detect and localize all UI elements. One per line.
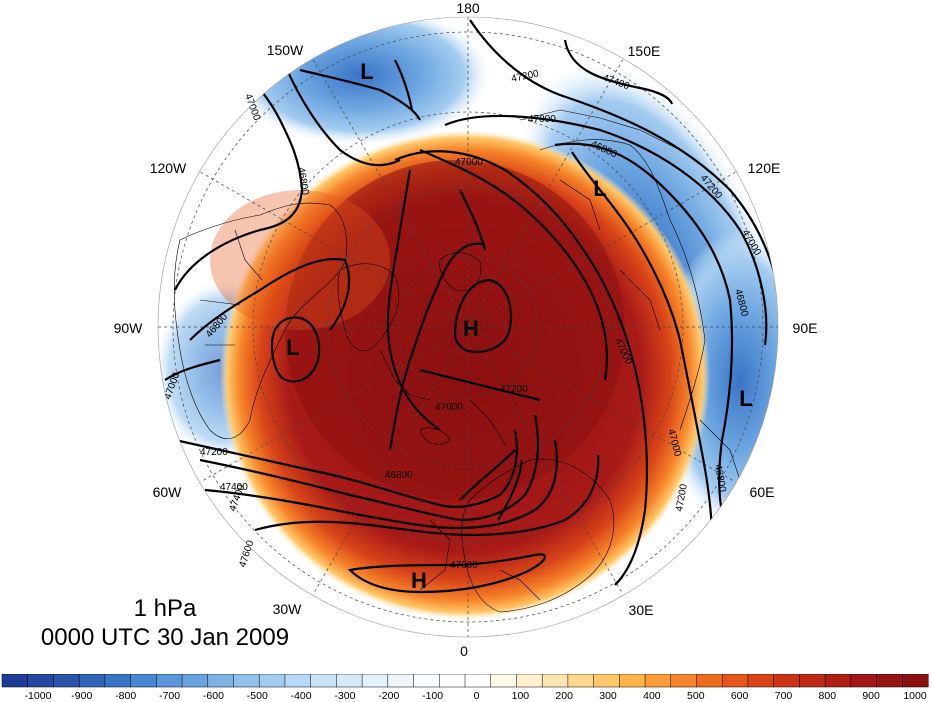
contour-label: 47000: [455, 157, 483, 168]
colorbar-cell: [541, 674, 569, 688]
colorbar-tick-labels: -1000 -900 -800 -700 -600 -500 -400 -300 -200 -10…: [25, 690, 927, 702]
colorbar-cell: [902, 674, 929, 688]
contour-label: 47200: [500, 384, 528, 395]
colorbar-tick-label: -600: [203, 690, 224, 702]
longitude-label-120e: 120E: [748, 160, 781, 176]
contour-label: 46800: [712, 464, 728, 494]
negative-area-central-asia: [660, 230, 778, 530]
longitude-label-60w: 60W: [153, 484, 183, 500]
longitude-label-60e: 60E: [750, 484, 775, 500]
colorbar-tick-label: 300: [599, 690, 617, 702]
colorbar-tick-label: 200: [555, 690, 573, 702]
colorbar-cells: [1, 674, 929, 688]
contour-label: 46800: [295, 167, 311, 197]
colorbar-cell: [721, 674, 749, 688]
colorbar-tick-label: 800: [819, 690, 837, 702]
contour-label: 47600: [237, 539, 256, 569]
colorbar-cell: [747, 674, 775, 688]
colorbar-tick-label: -300: [334, 690, 355, 702]
colorbar-cell: [336, 674, 363, 688]
graticule: [158, 17, 778, 637]
longitude-label-30w: 30W: [273, 601, 303, 617]
colorbar-cell: [490, 674, 517, 688]
colorbar-cell: [156, 674, 183, 688]
map-boundary: [157, 16, 779, 638]
contour-label: 46800: [385, 470, 413, 481]
colorbar-cell: [1, 674, 29, 688]
colorbar-cell: [53, 674, 80, 688]
contour-label: 47200: [200, 447, 228, 458]
colorbar-tick-label: 600: [731, 690, 749, 702]
colorbar-tick-label: -100: [422, 690, 443, 702]
colorbar-cell: [567, 674, 595, 688]
colorbar-cell: [696, 674, 723, 688]
colorbar-tick-label: -400: [291, 690, 312, 702]
colorbar-tick-label: -200: [378, 690, 399, 702]
colorbar-cell: [413, 674, 440, 688]
colorbar-tick-label: 100: [512, 690, 530, 702]
colorbar-tick-label: 900: [862, 690, 880, 702]
colorbar-tick-label: 0: [474, 690, 480, 702]
colorbar-tick-label: -900: [71, 690, 92, 702]
colorbar-cell: [464, 674, 492, 688]
longitude-labels: 180 150E 120E 90E 60E 30E 0 30W 60W 90W …: [114, 0, 818, 659]
longitude-label-150e: 150E: [628, 43, 661, 59]
colorbar-cell: [824, 674, 852, 688]
contour-label: 47600: [450, 560, 478, 571]
colorbar-cell: [258, 674, 286, 688]
colorbar-cell: [181, 674, 209, 688]
longitude-label-120w: 120W: [150, 160, 187, 176]
colorbar-cell: [773, 674, 800, 688]
contour-label: 47400: [220, 482, 248, 493]
colorbar-cell: [387, 674, 415, 688]
longitude-label-150w: 150W: [267, 42, 304, 58]
colorbar-tick-label: -1000: [25, 690, 52, 702]
low-center: L: [286, 335, 299, 360]
longitude-label-90w: 90W: [114, 320, 144, 336]
pressure-centers: L L L L H H: [286, 59, 752, 593]
colorbar-cell: [27, 674, 54, 688]
colorbar-cell: [78, 674, 106, 688]
colorbar-tick-label: 1000: [903, 690, 927, 702]
colorbar-cell: [516, 674, 543, 688]
low-center: L: [593, 176, 606, 201]
colorbar: -1000 -900 -800 -700 -600 -500 -400 -300 -200 -10…: [1, 674, 929, 702]
high-center: H: [463, 316, 479, 341]
high-center: H: [411, 568, 427, 593]
colorbar-cell: [284, 674, 312, 688]
colorbar-cell: [104, 674, 132, 688]
colorbar-cell: [850, 674, 878, 688]
valid-time-caption: 0000 UTC 30 Jan 2009: [40, 624, 290, 651]
colorbar-cell: [233, 674, 260, 688]
longitude-label-180: 180: [456, 0, 480, 16]
colorbar-cell: [310, 674, 337, 688]
colorbar-cell: [439, 674, 466, 688]
colorbar-cell: [207, 674, 235, 688]
colorbar-cell: [876, 674, 903, 688]
colorbar-tick-label: -800: [115, 690, 136, 702]
longitude-label-90e: 90E: [793, 320, 818, 336]
colorbar-tick-label: -500: [247, 690, 268, 702]
colorbar-cell: [670, 674, 698, 688]
colorbar-cell: [799, 674, 826, 688]
longitude-label-30e: 30E: [629, 602, 654, 618]
colorbar-cell: [644, 674, 672, 688]
contour-label: 47000: [435, 402, 463, 413]
polar-stereographic-map: 47400 47200 47000 46800 47000 47200 4740…: [114, 0, 818, 659]
colorbar-cell: [130, 674, 157, 688]
height-contours: [164, 19, 778, 594]
colorbar-tick-label: -700: [159, 690, 180, 702]
longitude-label-0: 0: [460, 643, 468, 659]
contour-label: 47200: [674, 483, 690, 513]
low-center: L: [739, 386, 752, 411]
pressure-level-caption: 1 hPa: [133, 595, 197, 622]
contour-label: 47000: [528, 114, 556, 125]
colorbar-cell: [361, 674, 389, 688]
colorbar-tick-label: 500: [687, 690, 705, 702]
colorbar-tick-label: 400: [643, 690, 661, 702]
colorbar-cell: [619, 674, 646, 688]
colorbar-cell: [593, 674, 620, 688]
colorbar-tick-label: 700: [775, 690, 793, 702]
low-center: L: [360, 59, 373, 84]
